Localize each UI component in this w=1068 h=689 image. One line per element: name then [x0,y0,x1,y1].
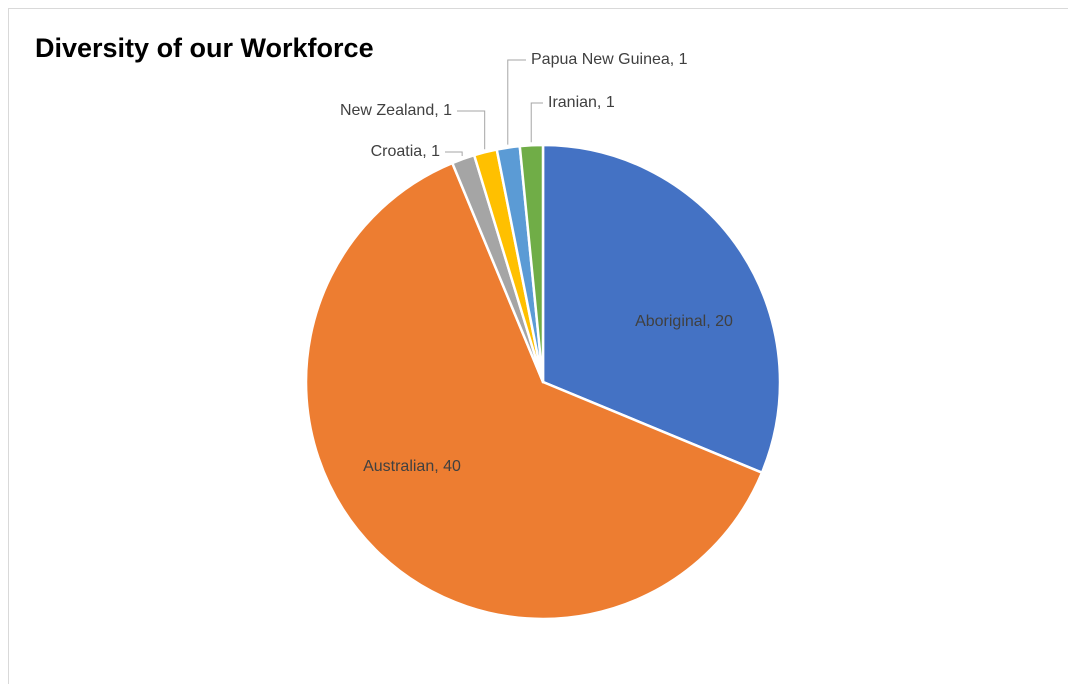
data-label: New Zealand, 1 [340,102,452,119]
data-label: Papua New Guinea, 1 [531,51,688,68]
data-label: Aboriginal, 20 [635,313,733,330]
chart-title: Diversity of our Workforce [35,33,374,63]
data-label: Australian, 40 [363,458,461,475]
data-label: Croatia, 1 [371,143,440,160]
data-label: Iranian, 1 [548,94,615,111]
